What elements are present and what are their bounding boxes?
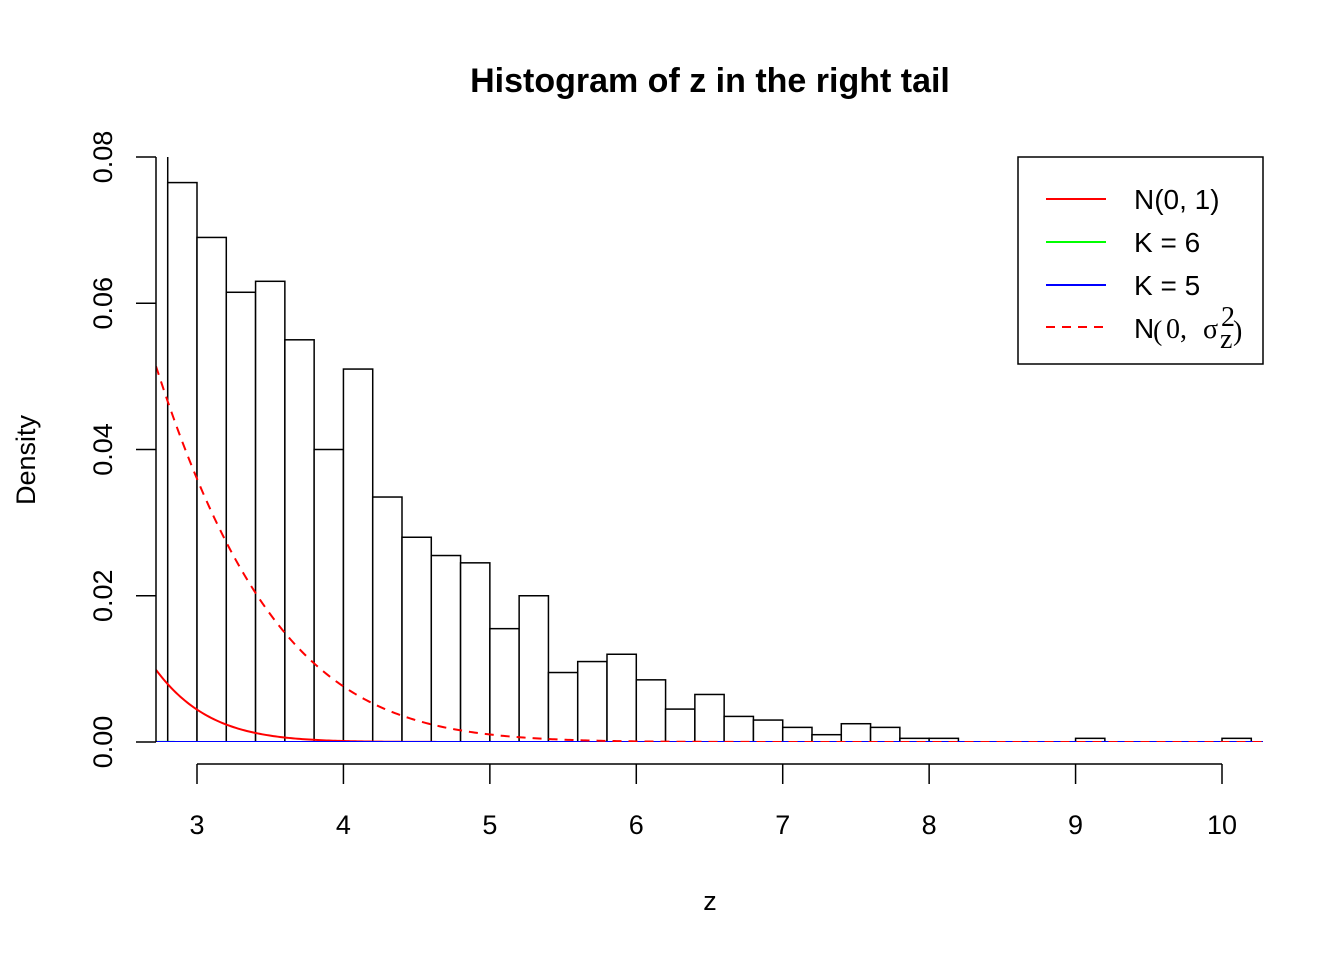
histogram-bar (430, 554, 462, 742)
x-tick-label: 9 (1068, 810, 1083, 840)
x-axis: 3 4 5 6 7 8 9 10 (189, 763, 1237, 840)
histogram-bar (781, 726, 813, 742)
histogram-bar (606, 653, 638, 742)
y-tick-label: 0.08 (88, 131, 118, 184)
x-tick-label: 7 (775, 810, 790, 840)
histogram-bar (811, 733, 843, 742)
histogram-bar (225, 291, 257, 742)
density-curves (156, 365, 1263, 742)
x-tick-label: 3 (189, 810, 204, 840)
histogram-bar (489, 627, 520, 742)
histogram-bar (869, 726, 901, 742)
legend-nsig-zero: 0, (1166, 314, 1187, 345)
histogram-bar (401, 536, 433, 742)
y-axis-label: Density (11, 414, 41, 505)
legend-label-n01: N(0, 1) (1134, 184, 1220, 215)
histogram-bar (1221, 737, 1253, 742)
legend-label-k6: K = 6 (1134, 227, 1200, 258)
y-tick-label: 0.06 (88, 277, 118, 330)
histogram-bar (254, 280, 286, 742)
histogram-bar (518, 595, 550, 742)
histogram-bar (459, 562, 491, 742)
legend-nsig-sigma: σ (1203, 314, 1218, 345)
histogram-bar (664, 708, 696, 742)
x-tick-label: 8 (922, 810, 937, 840)
legend-nsig-prefix: N (1134, 313, 1154, 344)
legend-nsig-open: ( (1153, 316, 1162, 347)
histogram-bar (547, 671, 579, 742)
histogram-bar (342, 368, 374, 742)
y-tick-label: 0.02 (88, 569, 118, 622)
histogram-bar (723, 715, 755, 742)
histogram-bar (840, 722, 872, 742)
density-curve (156, 365, 1263, 742)
legend-nsig-sup: 2 (1221, 302, 1235, 333)
histogram-bar (166, 181, 198, 742)
legend-nsig-sub: z (1220, 324, 1232, 355)
x-tick-label: 6 (629, 810, 644, 840)
histogram-bar (284, 339, 315, 742)
legend-label-nsigma: N ( 0, σ 2 z ) (1134, 302, 1242, 355)
y-axis: 0.00 0.02 0.04 0.06 0.08 (88, 131, 157, 769)
legend: N(0, 1) K = 6 K = 5 N ( 0, σ 2 z ) (1017, 156, 1264, 365)
histogram-bar (313, 448, 345, 742)
legend-label-k5: K = 5 (1134, 270, 1200, 301)
histogram-bar (694, 693, 725, 742)
histogram-bar (576, 660, 608, 742)
x-tick-label: 4 (336, 810, 351, 840)
histogram-bar (156, 157, 169, 742)
chart-title: Histogram of z in the right tail (470, 62, 950, 100)
legend-box (1017, 156, 1264, 365)
y-tick-label: 0.04 (88, 423, 118, 476)
x-tick-label: 10 (1207, 810, 1237, 840)
histogram-bars (156, 157, 1253, 742)
y-tick-label: 0.00 (88, 716, 118, 769)
histogram-bar (752, 719, 784, 742)
x-tick-label: 5 (482, 810, 497, 840)
histogram-bar (928, 737, 960, 742)
legend-nsig-close: ) (1233, 316, 1242, 347)
histogram-bar (635, 679, 667, 742)
density-curve (156, 669, 1263, 742)
histogram-bar (1074, 737, 1106, 742)
x-axis-label: z (703, 886, 717, 916)
